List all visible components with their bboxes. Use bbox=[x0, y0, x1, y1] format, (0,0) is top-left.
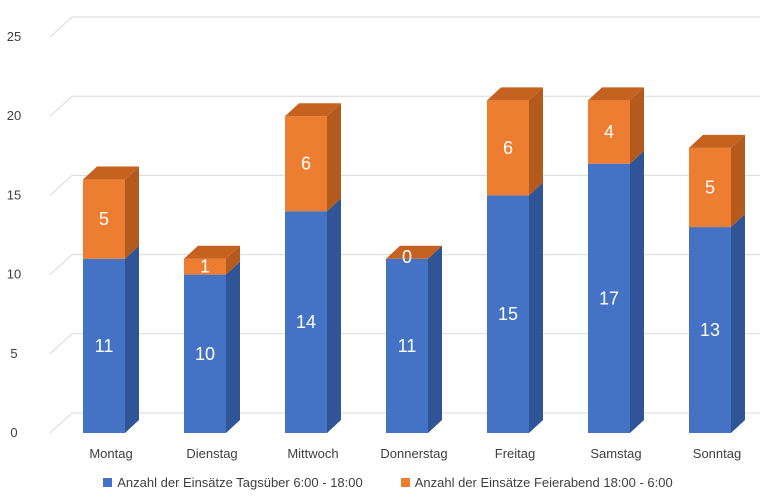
gridline bbox=[49, 174, 760, 196]
bar-top bbox=[285, 103, 341, 117]
x-tick-label: Dienstag bbox=[186, 446, 237, 461]
bar bbox=[487, 100, 529, 196]
data-label: 17 bbox=[599, 288, 619, 308]
bar bbox=[83, 258, 125, 433]
data-label: 14 bbox=[296, 312, 316, 332]
data-label: 10 bbox=[195, 344, 215, 364]
bar-top bbox=[184, 245, 240, 259]
legend-item-feierabend: Anzahl der Einsätze Feierabend 18:00 - 6… bbox=[400, 475, 673, 490]
data-label: 6 bbox=[503, 138, 513, 158]
bar bbox=[83, 179, 125, 259]
bar bbox=[184, 258, 226, 275]
x-tick-label: Sonntag bbox=[693, 446, 741, 461]
gridline bbox=[49, 16, 760, 38]
data-label: 11 bbox=[398, 336, 417, 356]
bar-top bbox=[83, 166, 139, 180]
data-label: 13 bbox=[700, 320, 720, 340]
data-label: 5 bbox=[705, 177, 715, 197]
bar-top bbox=[689, 134, 745, 148]
y-tick-label: 10 bbox=[7, 267, 21, 282]
bar bbox=[285, 211, 327, 433]
bar-top bbox=[386, 245, 442, 259]
legend-swatch-tagsueber bbox=[103, 478, 113, 487]
legend-label-tagsueber: Anzahl der Einsätze Tagsüber 6:00 - 18:0… bbox=[117, 475, 363, 490]
bar bbox=[689, 227, 731, 433]
legend: Anzahl der Einsätze Tagsüber 6:00 - 18:0… bbox=[0, 475, 776, 490]
bar bbox=[386, 258, 428, 433]
y-tick-label: 15 bbox=[7, 187, 21, 202]
bar bbox=[588, 163, 630, 433]
data-label: 4 bbox=[604, 122, 614, 142]
y-tick-label: 5 bbox=[10, 346, 17, 361]
data-label: 0 bbox=[402, 247, 412, 267]
bar-top bbox=[487, 87, 543, 101]
bar bbox=[285, 116, 327, 212]
data-label: 5 bbox=[99, 209, 109, 229]
bar-side bbox=[529, 182, 543, 433]
gridline bbox=[49, 95, 760, 117]
bar bbox=[487, 195, 529, 433]
bar-side bbox=[226, 245, 240, 275]
bar-side bbox=[327, 103, 341, 212]
bar-side bbox=[428, 245, 442, 433]
x-tick-label: Donnerstag bbox=[380, 446, 447, 461]
y-tick-label: 0 bbox=[10, 425, 17, 440]
bar-top bbox=[588, 87, 644, 101]
chart-plot: 0 5 10 15 20 25 11 5 Montag 10 1 Dienstag 14 6 Mittwoc… bbox=[7, 16, 760, 461]
x-tick-label: Montag bbox=[89, 446, 132, 461]
y-tick-label: 20 bbox=[7, 108, 21, 123]
bar bbox=[184, 274, 226, 433]
bar bbox=[689, 147, 731, 228]
x-tick-label: Freitag bbox=[495, 446, 535, 461]
bar-side bbox=[327, 198, 341, 433]
data-label: 11 bbox=[95, 336, 114, 356]
bar-side bbox=[731, 214, 745, 433]
legend-item-tagsueber: Anzahl der Einsätze Tagsüber 6:00 - 18:0… bbox=[103, 475, 363, 490]
legend-label-feierabend: Anzahl der Einsätze Feierabend 18:00 - 6… bbox=[414, 475, 673, 490]
data-label: 1 bbox=[200, 257, 210, 277]
x-tick-label: Mittwoch bbox=[287, 446, 338, 461]
data-label: 15 bbox=[498, 304, 518, 324]
bar-side bbox=[226, 261, 240, 433]
bar-side bbox=[125, 166, 139, 259]
bar-side bbox=[731, 134, 745, 228]
bar-side bbox=[630, 150, 644, 433]
legend-swatch-feierabend bbox=[400, 478, 410, 487]
bar-side bbox=[125, 245, 139, 433]
bar-side bbox=[529, 87, 543, 196]
data-label: 6 bbox=[301, 154, 311, 174]
x-tick-label: Samstag bbox=[590, 446, 641, 461]
y-tick-label: 25 bbox=[7, 29, 21, 44]
bar bbox=[588, 100, 630, 164]
bar-side bbox=[630, 87, 644, 164]
